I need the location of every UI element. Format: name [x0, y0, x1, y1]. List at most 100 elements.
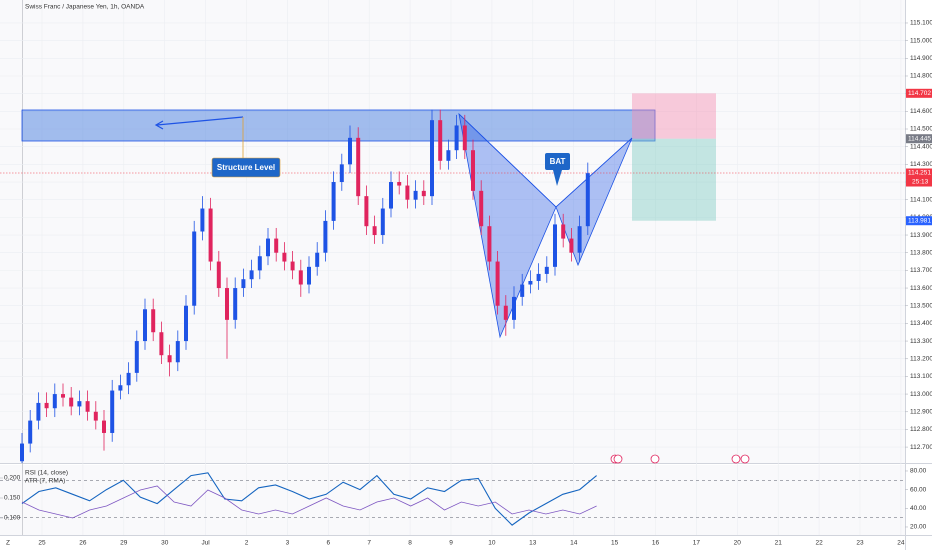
event-icon[interactable] — [731, 454, 741, 464]
target-zone — [632, 138, 716, 221]
x-tick-label: 29 — [120, 540, 128, 547]
candle-body — [397, 182, 402, 186]
callout-box — [545, 153, 570, 170]
candle-body — [241, 279, 246, 289]
x-tick-label: 8 — [408, 540, 412, 547]
candle-body — [290, 261, 295, 271]
arrow-head — [154, 120, 164, 130]
candle-body — [471, 150, 475, 191]
x-tick-label: 20 — [734, 540, 742, 547]
candle-body — [200, 208, 205, 232]
candle-body — [462, 125, 467, 151]
x-tick-label: 15 — [611, 540, 619, 547]
candle-body — [479, 190, 484, 227]
x-tick-label: 26 — [79, 540, 87, 547]
y-tick-label: 0.100 — [4, 515, 21, 522]
indicator-line — [21, 472, 597, 526]
event-icon[interactable] — [613, 454, 623, 464]
legend-entry: ATR (7, RMA) — [25, 478, 65, 485]
y-tick-label: 113.800 — [910, 249, 932, 256]
candle-body — [577, 226, 582, 253]
y-tick-label: 113.100 — [910, 373, 932, 380]
candle-body — [512, 296, 516, 320]
event-icon[interactable] — [650, 454, 660, 464]
candle-body — [528, 280, 533, 285]
candle-body — [77, 401, 82, 407]
x-tick-label: 25 — [38, 540, 46, 547]
y-tick-label: 112.700 — [910, 444, 932, 451]
y-tick-label: 113.700 — [910, 267, 932, 274]
y-tick-label: 113.900 — [910, 232, 932, 239]
candle-body — [257, 256, 262, 271]
candle-body — [561, 224, 566, 239]
stop-zone — [632, 93, 716, 139]
y2-tick-label: 40.00 — [910, 505, 927, 512]
x-tick-label: 2 — [245, 540, 249, 547]
candle-body — [487, 226, 492, 262]
plot-background — [0, 0, 905, 463]
y-tick-label: 114.800 — [910, 73, 932, 80]
candle-body — [134, 341, 139, 373]
countdown: 25:13 — [912, 179, 929, 186]
x-tick-label: 21 — [775, 540, 783, 547]
y-tick-label: 113.400 — [910, 320, 932, 327]
candle-body — [36, 402, 41, 421]
y2-tick-label: 60.00 — [910, 486, 927, 493]
candle-body — [413, 190, 418, 200]
candle-body — [356, 137, 361, 197]
annotation: Structure Level — [217, 163, 275, 172]
candle-body — [184, 305, 188, 342]
candle-body — [93, 411, 98, 421]
y-tick-label: 0.200 — [4, 475, 21, 482]
candle-body — [520, 284, 525, 297]
candle-body — [438, 120, 443, 161]
y2-tick-label: 80.00 — [910, 468, 927, 475]
event-icon[interactable] — [740, 454, 750, 464]
candle-body — [380, 208, 385, 236]
x-tick-label: 16 — [652, 540, 660, 547]
indicator-line — [21, 485, 597, 519]
candle-body — [307, 266, 311, 285]
callout-pointer — [553, 170, 562, 186]
y-tick-label: 0.150 — [4, 495, 21, 502]
y-tick-label: 113.300 — [910, 338, 932, 345]
candle-body — [389, 182, 393, 209]
x-tick-label: 6 — [326, 540, 330, 547]
x-tick-label: 9 — [449, 540, 453, 547]
candle-body — [249, 270, 254, 280]
candle-body — [339, 164, 344, 183]
axis-mark[interactable]: Z — [6, 540, 10, 547]
candle-body — [446, 150, 451, 161]
candle-body — [118, 385, 123, 391]
price-label: 114.251 — [908, 170, 931, 177]
candle-body — [405, 185, 410, 200]
candle-body — [208, 208, 213, 262]
y-tick-label: 115.000 — [910, 37, 932, 44]
y2-tick-label: 20.00 — [910, 524, 927, 531]
candle-body — [266, 238, 270, 257]
candle-body — [126, 372, 131, 386]
structure-zone — [21, 109, 656, 142]
candle-body — [167, 355, 172, 363]
x-tick-label: 22 — [815, 540, 823, 547]
price-label-bg — [906, 168, 932, 178]
price-label: 114.445 — [908, 135, 931, 142]
candle-body — [298, 270, 303, 285]
candle-body — [175, 341, 180, 363]
y-tick-label: 114.100 — [910, 196, 932, 203]
x-tick-label: 13 — [529, 540, 537, 547]
candle-body — [143, 309, 147, 342]
candle-body — [544, 266, 549, 274]
candle-body — [315, 252, 320, 267]
candle-body — [569, 238, 574, 253]
y-tick-label: 115.100 — [910, 20, 932, 27]
arrow — [156, 116, 244, 126]
bat-line — [555, 137, 633, 208]
y-tick-label: 114.600 — [910, 108, 932, 115]
price-label-bg — [906, 134, 932, 144]
candle-body — [44, 402, 49, 409]
x-tick-label: 24 — [897, 540, 905, 547]
y-tick-label: 113.000 — [910, 391, 932, 398]
candle-body — [69, 397, 74, 407]
